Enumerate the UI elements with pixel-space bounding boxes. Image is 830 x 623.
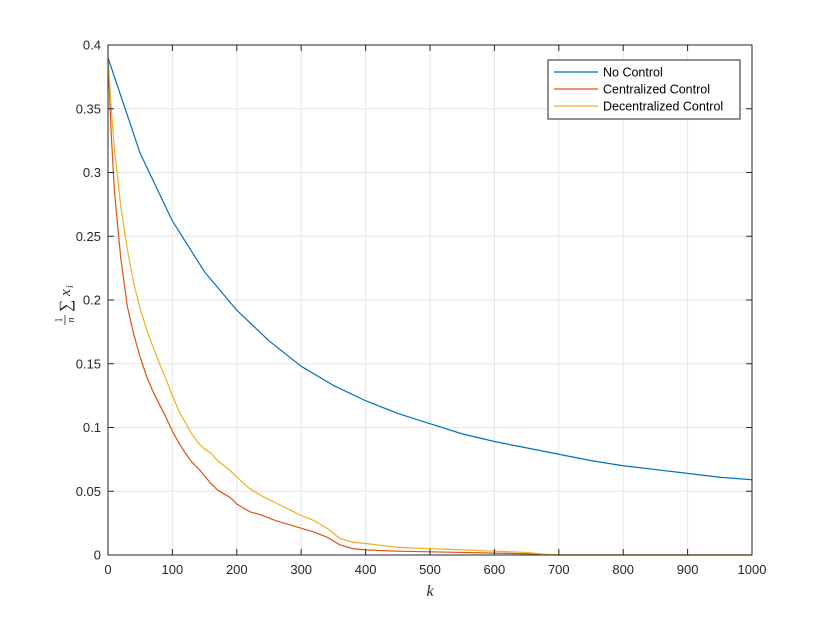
- legend: No Control Centralized Control Decentraliz…: [547, 59, 741, 120]
- series-line-1: [107, 57, 752, 556]
- y-label-sum: ∑: [56, 300, 75, 312]
- x-tick-label: 300: [290, 562, 312, 577]
- x-axis-ticks: 0 100 200 300 400 500 600 700 800 900 1000: [104, 45, 766, 577]
- y-axis-ticks: 0 0.05 0.1 0.15 0.2 0.25 0.3 0.35 0.4: [76, 38, 752, 563]
- legend-label: Decentralized Control: [603, 100, 723, 114]
- y-tick-label: 0: [94, 548, 101, 563]
- legend-label: No Control: [603, 66, 663, 80]
- y-tick-label: 0.4: [83, 38, 101, 53]
- x-tick-label: 0: [104, 562, 111, 577]
- x-tick-label: 100: [162, 562, 184, 577]
- x-tick-label: 500: [419, 562, 441, 577]
- y-label-frac-num: 1: [54, 318, 65, 323]
- y-tick-label: 0.15: [76, 356, 101, 371]
- x-tick-label: 600: [484, 562, 506, 577]
- y-label-var: x: [58, 289, 74, 297]
- legend-label: Centralized Control: [603, 83, 710, 97]
- y-axis-label: 1 n ∑ x i: [54, 285, 77, 325]
- y-tick-label: 0.2: [83, 293, 101, 308]
- series-line-2: [107, 57, 752, 556]
- series-lines: [107, 57, 753, 556]
- y-tick-label: 0.3: [83, 165, 101, 180]
- series-line-0: [107, 57, 753, 481]
- x-tick-label: 1000: [738, 562, 767, 577]
- x-axis-label: k: [426, 583, 434, 600]
- y-tick-label: 0.35: [76, 101, 101, 116]
- y-label-frac-den: n: [66, 318, 77, 323]
- y-tick-label: 0.1: [83, 420, 101, 435]
- y-tick-label: 0.25: [76, 229, 101, 244]
- y-label-sub: i: [65, 285, 76, 288]
- x-tick-label: 700: [548, 562, 570, 577]
- x-tick-label: 200: [226, 562, 248, 577]
- x-tick-label: 800: [612, 562, 634, 577]
- x-tick-label: 400: [355, 562, 377, 577]
- x-tick-label: 900: [677, 562, 699, 577]
- y-tick-label: 0.05: [76, 484, 101, 499]
